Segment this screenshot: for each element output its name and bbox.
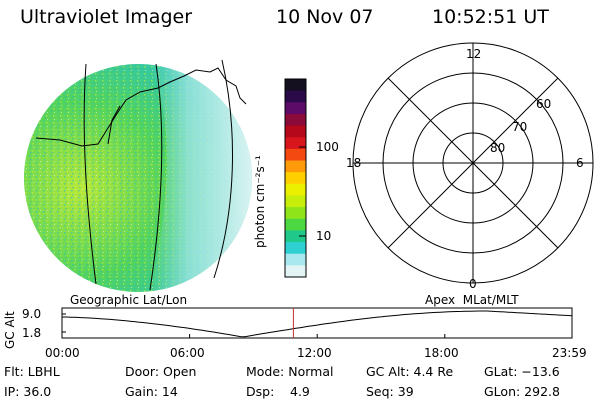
polar-mlat-mlt-plot [352,42,594,284]
door-info: Door: Open [125,364,197,379]
mlt-label-12: 12 [466,47,482,61]
gc-alt-info: GC Alt: 4.4 Re [366,364,454,379]
colorbar-segment [285,230,306,243]
dsp-value: 4.9 [290,384,310,399]
colorbar-segment [285,218,306,231]
meridian-line [149,63,163,291]
coastline [35,67,247,147]
colorbar-segment [285,207,306,220]
timeline-ylabel: GC Alt [3,311,17,349]
geographic-grid-overlay [35,59,247,291]
dsp-label: Dsp: [246,384,275,399]
colorbar-segment [285,183,306,196]
glon-info: GLon: 292.8 [484,384,560,399]
image-time: 10:52:51 UT [432,6,549,28]
polar-panel-label: Apex MLat/MLT [425,293,519,307]
colorbar-segment [285,265,306,278]
colorbar-segment [285,79,306,92]
mlat-label-70: 70 [512,120,528,134]
ip-info: IP: 36.0 [4,384,52,399]
mlt-label-18: 18 [346,156,362,170]
colorbar-tick-label: 100 [316,140,339,154]
image-date: 10 Nov 07 [276,6,374,28]
colorbar-tick-label: 10 [316,229,332,243]
mlt-diagonal [387,77,559,249]
seq-info: Seq: 39 [366,384,414,399]
filter-info: Flt: LBHL [4,364,60,379]
meridian-line [83,63,97,285]
mlat-label-60: 60 [536,97,552,111]
timeline-ytick-label: 9.0 [22,307,42,321]
color-scale-bar [284,78,307,278]
timeline-ytick-label: 1.8 [22,326,42,340]
colorbar-segment [285,90,306,103]
colorbar-segment [285,195,306,208]
glat-info: GLat: −13.6 [484,364,560,379]
meridian-line [213,59,233,279]
colorbar-segment [285,102,306,115]
mode-info: Mode: Normal [246,364,334,379]
mlt-label-0: 0 [469,277,477,291]
colorbar-segment [285,148,306,162]
colorbar-segment [285,242,306,255]
uvi-disk-image [24,64,252,292]
timeline-xtick-label: 06:00 [170,346,205,360]
mlat-label-80: 80 [490,141,506,155]
timeline-xtick-label: 23:59 [552,346,587,360]
colorbar-unit-label: photon cm⁻²s⁻¹ [253,155,267,248]
gain-info: Gain: 14 [125,384,178,399]
altitude-curve [62,310,573,338]
colorbar-segment [285,160,306,173]
colorbar-segment [285,172,306,185]
colorbar-segment [285,253,306,266]
mlt-label-6: 6 [576,156,584,170]
timeline-xtick-label: 00:00 [45,346,80,360]
timeline-xtick-label: 18:00 [424,346,459,360]
coastline [107,105,121,145]
colorbar-segment [285,137,306,150]
colorbar-segment [285,113,306,127]
timeline-xtick-label: 12:00 [297,346,332,360]
geo-panel-label: Geographic Lat/Lon [70,293,188,307]
instrument-title: Ultraviolet Imager [20,6,193,28]
gc-altitude-timeline [61,307,573,339]
colorbar-segment [285,125,306,138]
